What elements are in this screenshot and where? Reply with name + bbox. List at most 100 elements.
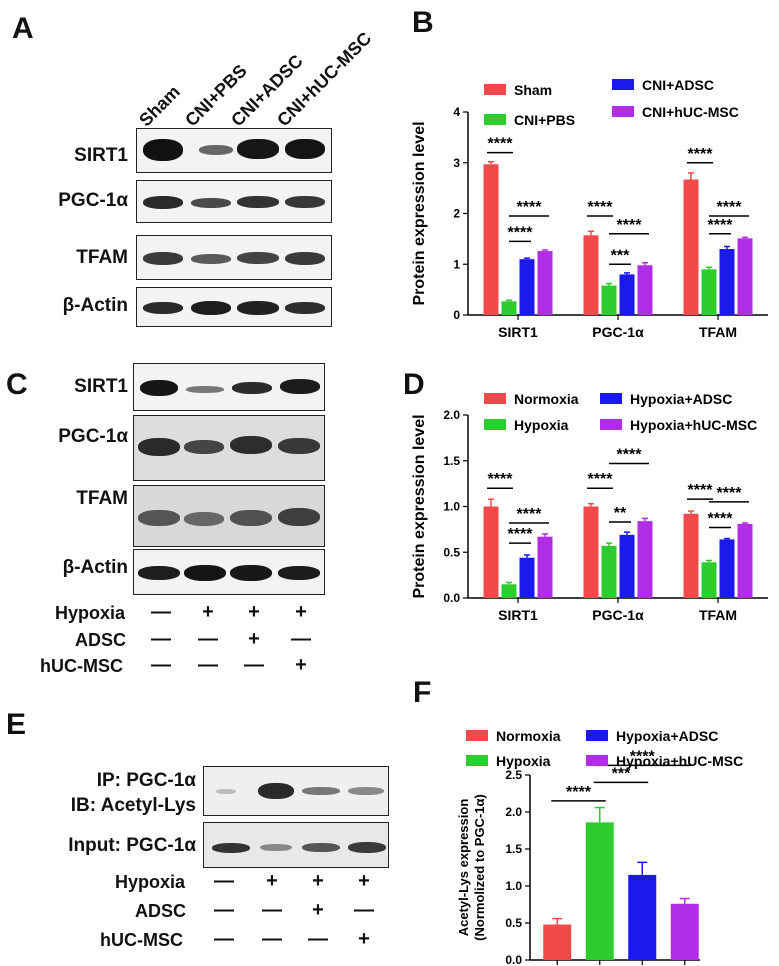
bar [519, 259, 535, 315]
y-tick-label: 0.5 [505, 916, 522, 930]
bar [670, 903, 699, 960]
significance-label: **** [588, 199, 614, 216]
significance-label: **** [617, 217, 643, 234]
blot-strip-actin [136, 287, 332, 327]
sign-mark: — [244, 654, 264, 676]
sign-mark: — [151, 601, 171, 623]
significance-label: **** [517, 506, 543, 523]
y-axis-label: Acetyl-Lys expression [456, 799, 471, 937]
legend-label: Hypoxia [514, 417, 569, 433]
bar [719, 539, 735, 598]
treatment-label: ADSC [135, 901, 187, 921]
y-tick-label: 1.0 [505, 879, 522, 893]
significance-label: **** [688, 146, 714, 163]
y-tick-label: 0 [453, 308, 460, 322]
x-tick-label: SIRT1 [498, 607, 538, 623]
significance-label: **** [488, 471, 514, 488]
sign-mark: — [308, 928, 328, 950]
significance-label: **** [717, 199, 743, 216]
blot-row-label: IB: Acetyl-Lys [70, 795, 196, 816]
sign-mark: + [358, 928, 370, 950]
blot-strip-sirt1 [136, 128, 332, 173]
sign-mark: — [151, 628, 171, 650]
legend-swatch [612, 106, 634, 117]
significance-label: **** [508, 224, 534, 241]
bar [637, 521, 653, 598]
sign-mark: + [295, 601, 307, 623]
legend-swatch [484, 393, 506, 404]
sign-mark: — [214, 899, 234, 921]
y-tick-label: 0.0 [505, 953, 522, 966]
treatment-label: hUC-MSC [100, 930, 183, 950]
blot-row-label: SIRT1 [74, 376, 128, 397]
legend-label: Normoxia [514, 391, 579, 407]
bar [583, 506, 599, 598]
blot-strip-actin [133, 549, 325, 595]
significance-label: **** [566, 784, 592, 801]
significance-label: **** [708, 511, 734, 528]
y-tick-label: 2.0 [505, 805, 522, 819]
bar [519, 557, 535, 598]
bar [683, 179, 699, 315]
bar [637, 265, 653, 315]
legend-label: Sham [514, 82, 552, 98]
significance-label: **** [517, 199, 543, 216]
legend-label: Hypoxia [496, 753, 551, 769]
y-tick-label: 4 [453, 105, 460, 119]
y-axis-label: (Normolized to PGC-1α) [472, 794, 487, 941]
lane-label: Sham [135, 81, 184, 131]
panel-label-a: A [12, 12, 34, 45]
legend-swatch [600, 393, 622, 404]
significance-label: **** [717, 485, 743, 502]
blot-row-label: TFAM [76, 247, 128, 268]
bar [701, 269, 717, 315]
legend-label: Hypoxia+ADSC [616, 728, 718, 744]
sign-mark: — [354, 899, 374, 921]
blot-row-label: TFAM [76, 488, 128, 509]
legend-swatch [484, 84, 506, 95]
bar [501, 301, 517, 315]
legend-swatch [586, 755, 608, 766]
x-tick-label: PGC-1α [592, 324, 644, 340]
y-tick-label: 1.5 [443, 454, 460, 468]
significance-label: **** [588, 471, 614, 488]
sign-mark: — [198, 654, 218, 676]
y-tick-label: 1.5 [505, 842, 522, 856]
legend-label: Hypoxia+hUC-MSC [630, 417, 757, 433]
sign-mark: + [266, 870, 278, 892]
y-tick-label: 0.5 [443, 545, 460, 559]
bar [737, 238, 753, 315]
blot-row-label: PGC-1α [58, 190, 128, 211]
blot-row-label: β-Actin [62, 557, 128, 578]
bar [601, 545, 617, 598]
legend-label: Hypoxia+ADSC [630, 391, 732, 407]
blot-row-label: PGC-1α [58, 426, 128, 447]
legend-swatch [612, 79, 634, 90]
sign-mark: + [358, 870, 370, 892]
panel-label-b: B [412, 6, 434, 39]
sign-mark: — [291, 628, 311, 650]
blot-strip-pgc1a [133, 415, 325, 481]
y-tick-label: 2.5 [505, 768, 522, 782]
blot-row-label: IP: PGC-1α [96, 770, 196, 791]
significance-label: **** [688, 482, 714, 499]
legend-swatch [466, 755, 488, 766]
panel-label-e: E [6, 708, 27, 741]
legend-swatch [466, 730, 488, 741]
bar [537, 536, 553, 598]
y-tick-label: 0.0 [443, 591, 460, 605]
bar [583, 235, 599, 315]
blot-strip-pgc1a [136, 180, 332, 223]
legend-swatch [586, 730, 608, 741]
legend-swatch [600, 419, 622, 430]
sign-mark: + [295, 654, 307, 676]
sign-mark: + [312, 870, 324, 892]
x-tick-label: TFAM [699, 324, 737, 340]
bar [701, 562, 717, 598]
sign-mark: — [262, 928, 282, 950]
sign-mark: — [151, 654, 171, 676]
blot-strip-tfam [133, 485, 325, 547]
panel-label-c: C [6, 368, 28, 401]
significance-label: *** [611, 247, 630, 264]
y-axis-label: Protein expression level [411, 121, 428, 305]
